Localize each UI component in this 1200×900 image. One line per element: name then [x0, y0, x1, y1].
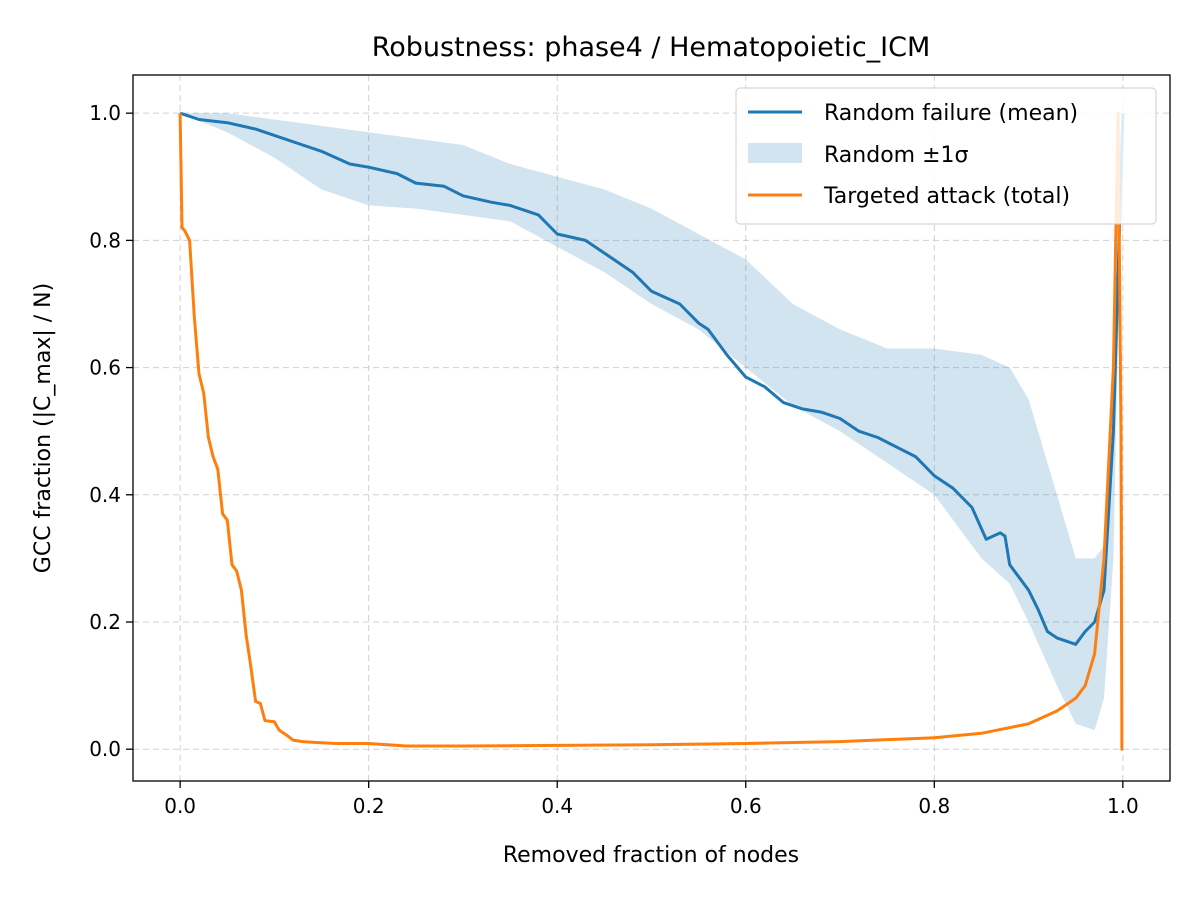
y-axis-label: GCC fraction (|C_max| / N) [31, 283, 56, 573]
legend-label-random-mean: Random failure (mean) [824, 101, 1078, 126]
y-tick-label: 0.0 [89, 737, 121, 761]
x-axis-label: Removed fraction of nodes [503, 843, 799, 868]
targeted-attack-line [178, 111, 1124, 751]
axis-ticks: 0.0 0.2 0.4 0.6 0.8 1.0 0.0 0.2 0.4 0.6 0.8 1.0 [89, 101, 1139, 818]
x-tick-label: 0.4 [541, 794, 573, 818]
y-tick-label: 0.8 [89, 228, 121, 252]
legend-box [735, 87, 1157, 225]
plot-series [178, 111, 1125, 751]
x-tick-label: 0.0 [164, 794, 196, 818]
x-tick-label: 0.8 [918, 794, 950, 818]
legend-label-targeted: Targeted attack (total) [823, 184, 1070, 209]
legend-label-random-band: Random ±1σ [824, 143, 969, 168]
y-tick-label: 0.6 [89, 356, 121, 380]
random-failure-mean-line [179, 111, 1125, 646]
chart-title: Robustness: phase4 / Hematopoietic_ICM [372, 32, 931, 63]
y-tick-label: 0.2 [89, 610, 121, 634]
x-tick-label: 1.0 [1107, 794, 1139, 818]
y-tick-label: 0.4 [89, 483, 121, 507]
legend-swatch-random-band [748, 143, 802, 163]
x-tick-label: 0.2 [353, 794, 385, 818]
plot-frame [132, 74, 1171, 782]
x-tick-label: 0.6 [730, 794, 762, 818]
y-tick-label: 1.0 [89, 101, 121, 125]
random-std-band [180, 113, 1123, 731]
legend: Random failure (mean) Random ±1σ Targete… [735, 87, 1157, 225]
